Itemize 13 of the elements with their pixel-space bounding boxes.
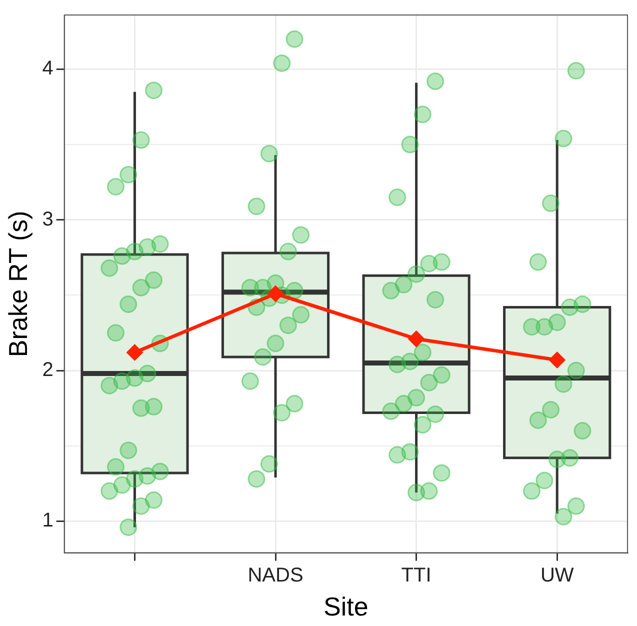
point (268, 286, 284, 302)
point (126, 344, 142, 360)
y-tick-label: 4 (42, 58, 54, 80)
y-tick-label: 2 (42, 359, 54, 382)
y-axis-title: Brake RT (s) (2, 210, 33, 358)
x-tick-label: TTI (401, 564, 432, 586)
point (549, 352, 565, 368)
x-tick-label: NADS (248, 564, 304, 586)
x-axis-title: Site (324, 592, 368, 622)
point (408, 331, 424, 347)
y-tick-label: 1 (42, 510, 54, 532)
y-tick-label: 3 (42, 208, 54, 230)
x-tick-label: UW (540, 564, 574, 586)
